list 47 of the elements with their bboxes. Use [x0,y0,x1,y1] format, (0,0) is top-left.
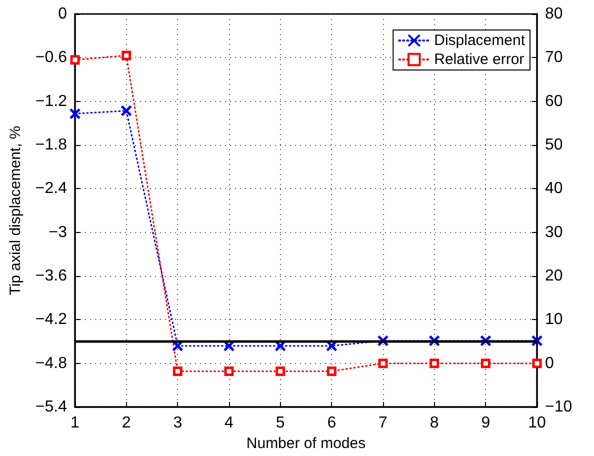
x-tick-label: 7 [378,414,388,432]
y2-tick-label: 10 [545,311,563,328]
y2-tick-label: 60 [545,92,563,110]
point [276,366,286,376]
y2-tick-label: 40 [545,180,563,198]
point [532,358,542,368]
y2-tick-label: −10 [545,398,572,416]
point [70,55,80,65]
x-tick-label: 1 [70,414,80,432]
y2-tick-label: 70 [545,49,563,66]
x-tick-label: 6 [327,414,336,432]
y-tick-label: −0.6 [35,49,68,66]
y-tick-label: −4.2 [35,311,68,328]
point [378,358,388,368]
point [69,108,81,120]
y-tick-label: −1.2 [35,92,68,110]
y-tick-label: −4.8 [35,354,68,372]
x-tick-label: 10 [528,414,546,432]
point [172,366,182,376]
point [430,358,440,368]
point [326,366,336,376]
y-tick-label: −2.4 [35,180,68,198]
point [531,335,543,347]
legend-label: Displacement [434,32,526,49]
point [120,105,132,117]
y-tick-label: −3 [48,224,68,241]
y2-tick-label: 0 [545,354,554,372]
x-tick-label: 2 [122,414,131,432]
point [224,366,234,376]
y2-tick-label: 20 [545,268,563,284]
x-tick-label: 8 [430,414,439,432]
x-axis-title: Number of modes [246,434,366,452]
y-tick-label: 0 [58,6,68,22]
y-tick-label: −5.4 [35,398,68,416]
x-tick-label: 4 [224,414,234,432]
y2-tick-label: 50 [545,136,563,154]
y2-tick-label: 80 [545,6,563,22]
x-tick-label: 9 [481,414,490,432]
y-axis-title: Tip axial displacement, % [7,126,24,296]
y-tick-label: −3.6 [35,268,68,284]
y-tick-label: −1.8 [35,136,68,154]
x-tick-label: 5 [276,414,285,432]
y2-tick-label: 30 [545,224,563,241]
point [122,50,132,60]
x-tick-label: 3 [173,414,182,432]
legend-label: Relative error [434,51,524,68]
point [480,358,490,368]
